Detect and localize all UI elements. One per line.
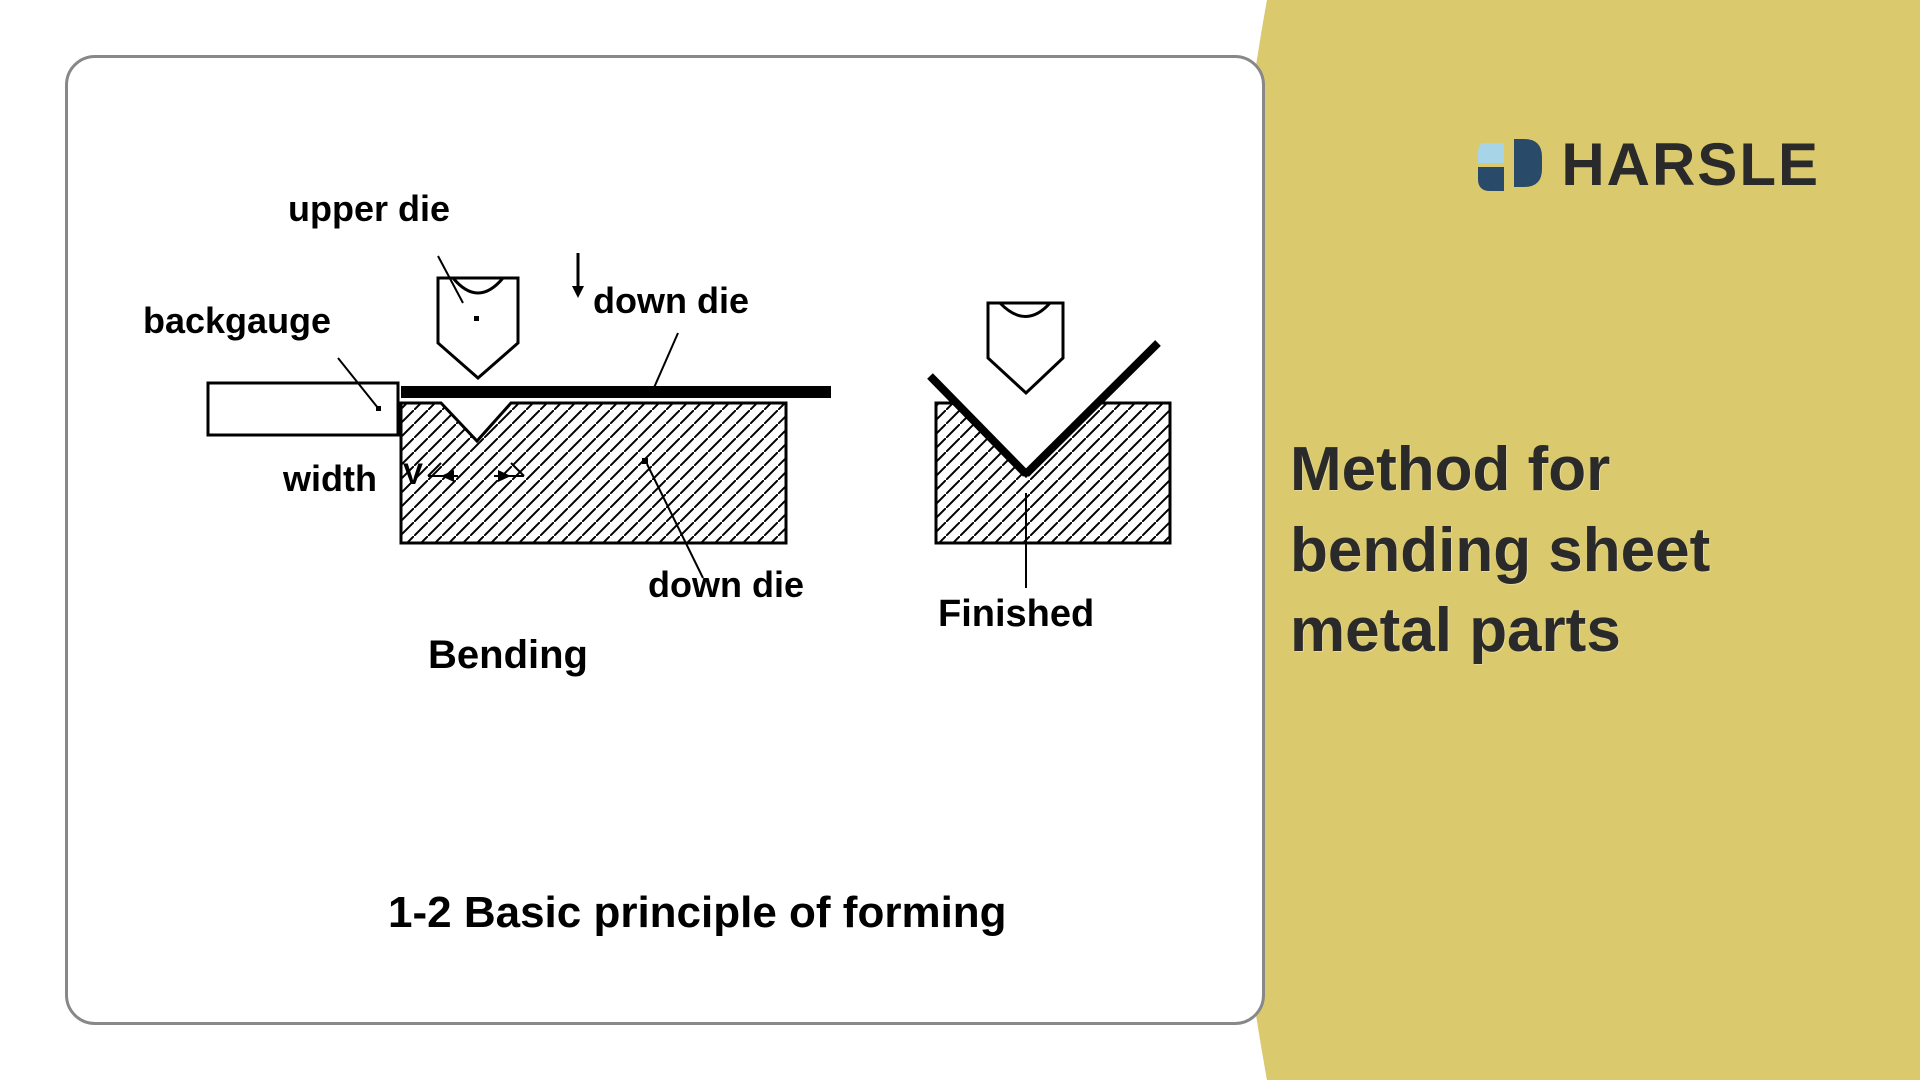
figure-title: 1-2 Basic principle of forming: [388, 888, 1007, 938]
finished-assembly: [930, 303, 1170, 588]
label-backgauge: backgauge: [143, 300, 331, 342]
harsle-logo-icon: [1476, 135, 1546, 195]
label-width: width: [283, 458, 377, 500]
down-die-left: [401, 403, 786, 543]
logo-text: HARSLE: [1561, 130, 1820, 199]
logo: HARSLE: [1476, 130, 1820, 199]
label-v: V: [403, 458, 423, 492]
label-bending: Bending: [428, 633, 588, 678]
down-die-right: [936, 403, 1170, 543]
forming-diagram: [148, 158, 1308, 858]
label-down-die-top: down die: [593, 280, 749, 322]
sidebar-title: Method for bending sheet metal parts: [1290, 430, 1850, 672]
upper-die-right: [988, 303, 1063, 393]
backgauge: [208, 383, 398, 435]
sheet-metal: [401, 386, 831, 398]
label-down-die-bottom: down die: [648, 564, 804, 606]
down-arrow-icon: [572, 253, 584, 298]
upper-die-left: [438, 278, 518, 378]
label-upper-die: upper die: [288, 188, 450, 230]
label-finished: Finished: [938, 593, 1094, 636]
diagram-frame: upper die backgauge down die width V dow…: [65, 55, 1265, 1025]
